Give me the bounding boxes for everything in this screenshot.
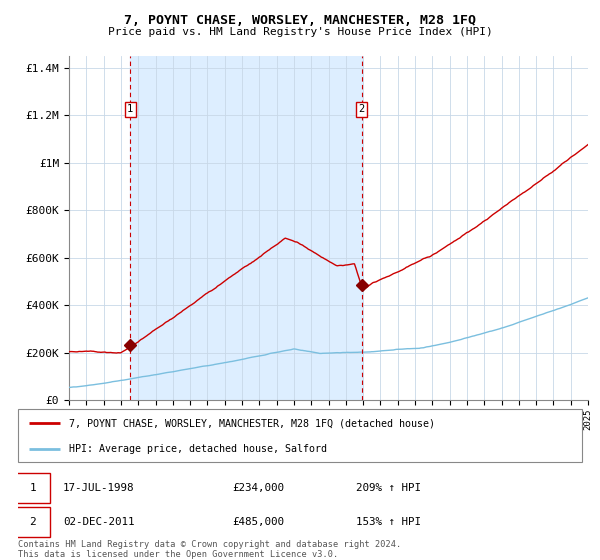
Text: 2: 2 bbox=[359, 104, 365, 114]
FancyBboxPatch shape bbox=[18, 409, 582, 462]
Text: 1: 1 bbox=[29, 483, 36, 493]
Bar bbox=[130, 56, 362, 400]
Text: 7, POYNT CHASE, WORSLEY, MANCHESTER, M28 1FQ (detached house): 7, POYNT CHASE, WORSLEY, MANCHESTER, M28… bbox=[69, 418, 435, 428]
Text: HPI: Average price, detached house, Salford: HPI: Average price, detached house, Salf… bbox=[69, 444, 327, 454]
Text: 17-JUL-1998: 17-JUL-1998 bbox=[63, 483, 134, 493]
Text: 153% ↑ HPI: 153% ↑ HPI bbox=[356, 517, 421, 527]
Text: 02-DEC-2011: 02-DEC-2011 bbox=[63, 517, 134, 527]
Text: £234,000: £234,000 bbox=[232, 483, 284, 493]
Text: £485,000: £485,000 bbox=[232, 517, 284, 527]
FancyBboxPatch shape bbox=[15, 507, 50, 537]
Text: Price paid vs. HM Land Registry's House Price Index (HPI): Price paid vs. HM Land Registry's House … bbox=[107, 27, 493, 37]
Text: 209% ↑ HPI: 209% ↑ HPI bbox=[356, 483, 421, 493]
FancyBboxPatch shape bbox=[15, 473, 50, 503]
Text: Contains HM Land Registry data © Crown copyright and database right 2024.
This d: Contains HM Land Registry data © Crown c… bbox=[18, 540, 401, 559]
Text: 7, POYNT CHASE, WORSLEY, MANCHESTER, M28 1FQ: 7, POYNT CHASE, WORSLEY, MANCHESTER, M28… bbox=[124, 14, 476, 27]
Text: 2: 2 bbox=[29, 517, 36, 527]
Text: 1: 1 bbox=[127, 104, 133, 114]
